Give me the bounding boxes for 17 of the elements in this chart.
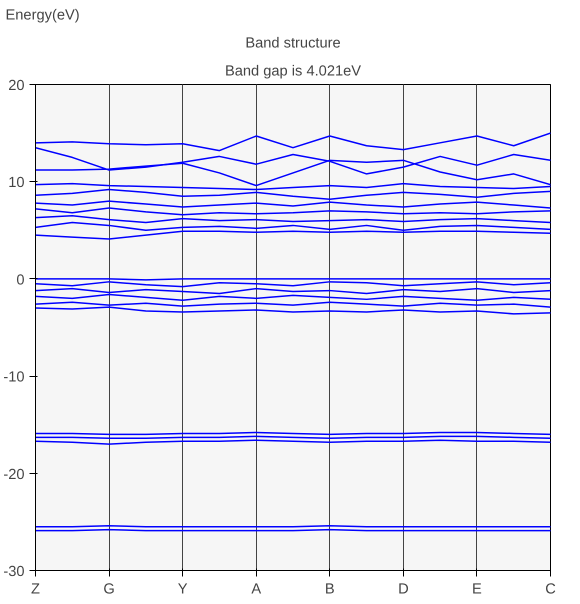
y-tick-label: 0 [16,272,25,288]
y-axis-title: Energy(eV) [6,8,80,24]
x-tick-label: E [472,582,482,598]
chart-title: Band structure [245,36,341,52]
y-tick-label: -10 [3,370,25,386]
y-tick-label: -30 [3,564,25,580]
x-tick-label: Y [178,582,188,598]
x-tick-label: D [398,582,409,598]
x-tick-label: A [251,582,262,598]
y-tick-label: 20 [8,78,25,94]
x-tick-label: G [103,582,115,598]
y-tick-label: 10 [8,175,25,192]
y-tick-label: -20 [3,466,25,483]
x-tick-label: Z [31,582,40,598]
x-tick-label: B [324,582,335,598]
x-tick-label: C [545,582,556,598]
chart-subtitle: Band gap is 4.021eV [224,64,362,80]
